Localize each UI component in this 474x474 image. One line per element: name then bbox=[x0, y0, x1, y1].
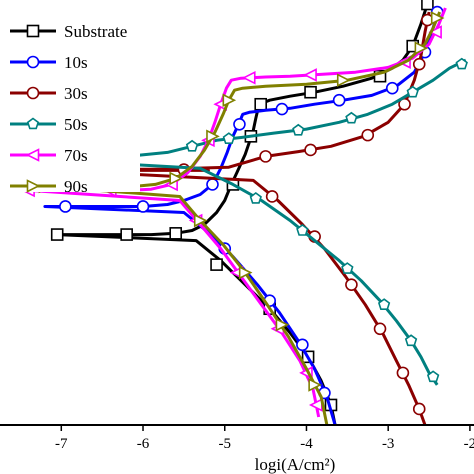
data-point-30s bbox=[345, 278, 358, 291]
data-point-90s bbox=[336, 73, 351, 87]
legend-item-90s: 90s bbox=[10, 177, 88, 196]
data-point-substrate bbox=[120, 228, 133, 241]
data-point-90s bbox=[308, 378, 322, 392]
data-point-30s bbox=[265, 190, 279, 203]
legend-item-70s: 70s bbox=[10, 146, 88, 165]
legend-label: 30s bbox=[64, 84, 88, 103]
data-point-50s bbox=[292, 123, 305, 136]
data-point-30s bbox=[304, 143, 317, 157]
data-point-70s bbox=[241, 70, 256, 85]
data-point-substrate bbox=[210, 258, 223, 271]
legend-label: 90s bbox=[64, 177, 88, 196]
data-point-substrate bbox=[373, 69, 387, 83]
data-point-50s bbox=[377, 298, 391, 311]
data-point-30s bbox=[259, 150, 272, 163]
x-axis-label: logi(A/cm²) bbox=[255, 455, 336, 474]
data-point-50s bbox=[296, 224, 309, 236]
series-50s bbox=[0, 57, 468, 386]
data-point-90s bbox=[193, 213, 208, 228]
data-point-50s bbox=[222, 132, 236, 144]
legend-label: 70s bbox=[64, 146, 88, 165]
data-point-10s bbox=[206, 178, 219, 191]
data-point-30s bbox=[398, 97, 411, 111]
data-point-30s bbox=[412, 57, 426, 71]
data-point-10s bbox=[136, 200, 150, 213]
data-point-90s bbox=[222, 93, 237, 108]
legend-item-substrate: Substrate bbox=[10, 22, 127, 41]
legend-item-50s: 50s bbox=[10, 115, 88, 134]
legend-marker-substrate bbox=[26, 24, 40, 38]
x-tick-label: -5 bbox=[218, 436, 231, 452]
legend-marker-10s bbox=[26, 55, 40, 69]
data-point-70s bbox=[303, 68, 317, 82]
data-point-10s bbox=[275, 102, 289, 116]
legend-marker-30s bbox=[26, 86, 40, 100]
curves-group bbox=[0, 0, 468, 426]
data-point-90s bbox=[275, 317, 290, 332]
legend-label: 50s bbox=[64, 115, 88, 134]
data-point-substrate bbox=[421, 0, 434, 11]
data-point-10s bbox=[233, 117, 246, 131]
data-point-50s bbox=[426, 370, 440, 383]
legend-item-10s: 10s bbox=[10, 53, 88, 72]
data-point-30s bbox=[361, 128, 375, 142]
data-point-50s bbox=[345, 111, 358, 124]
data-point-90s bbox=[414, 41, 429, 55]
data-point-substrate bbox=[169, 227, 183, 240]
data-point-50s bbox=[406, 85, 419, 98]
data-point-90s bbox=[206, 129, 220, 144]
data-point-10s bbox=[59, 200, 72, 213]
x-tick-label: -6 bbox=[137, 436, 150, 452]
data-point-30s bbox=[396, 366, 410, 380]
data-point-30s bbox=[373, 322, 387, 336]
data-point-substrate bbox=[254, 97, 267, 111]
x-tick-label: -2 bbox=[464, 436, 474, 452]
legend: Substrate 10s 30s 50s 70s 90s bbox=[0, 0, 140, 196]
data-point-10s bbox=[385, 81, 399, 95]
series-30s bbox=[50, 11, 434, 426]
data-point-90s bbox=[430, 11, 445, 25]
legend-label: 10s bbox=[64, 53, 88, 72]
legend-marker-70s bbox=[25, 148, 40, 162]
x-tick-label: -7 bbox=[55, 436, 68, 452]
data-point-substrate bbox=[304, 85, 317, 99]
x-axis: -7 -6 -5 -4 -3 -2 bbox=[0, 424, 474, 452]
x-tick-label: -4 bbox=[300, 436, 313, 452]
x-tick-label: -3 bbox=[382, 436, 395, 452]
data-point-10s bbox=[332, 93, 346, 107]
data-point-10s bbox=[296, 338, 309, 352]
data-point-50s bbox=[341, 262, 354, 274]
data-point-substrate bbox=[50, 228, 64, 241]
data-point-50s bbox=[455, 57, 468, 70]
data-point-70s bbox=[428, 25, 442, 39]
data-point-50s bbox=[185, 139, 199, 152]
series-line-90s bbox=[43, 11, 442, 426]
data-point-30s bbox=[412, 402, 426, 416]
data-point-90s bbox=[169, 171, 183, 186]
legend-marker-50s bbox=[26, 117, 40, 130]
data-point-50s bbox=[249, 192, 262, 204]
legend-marker-90s bbox=[26, 179, 41, 193]
legend-label: Substrate bbox=[64, 22, 127, 41]
data-point-90s bbox=[238, 265, 253, 280]
data-point-50s bbox=[404, 334, 418, 347]
legend-item-30s: 30s bbox=[10, 84, 88, 103]
